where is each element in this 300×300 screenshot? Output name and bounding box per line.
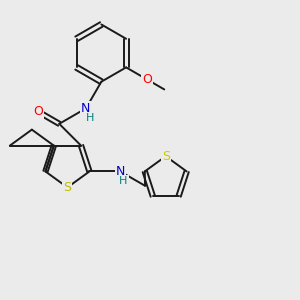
Text: S: S	[162, 150, 170, 163]
Text: S: S	[63, 181, 71, 194]
Text: O: O	[142, 73, 152, 86]
Text: H: H	[119, 176, 128, 186]
Text: O: O	[33, 105, 43, 118]
Text: H: H	[86, 113, 94, 123]
Text: N: N	[81, 102, 91, 115]
Text: N: N	[116, 165, 125, 178]
